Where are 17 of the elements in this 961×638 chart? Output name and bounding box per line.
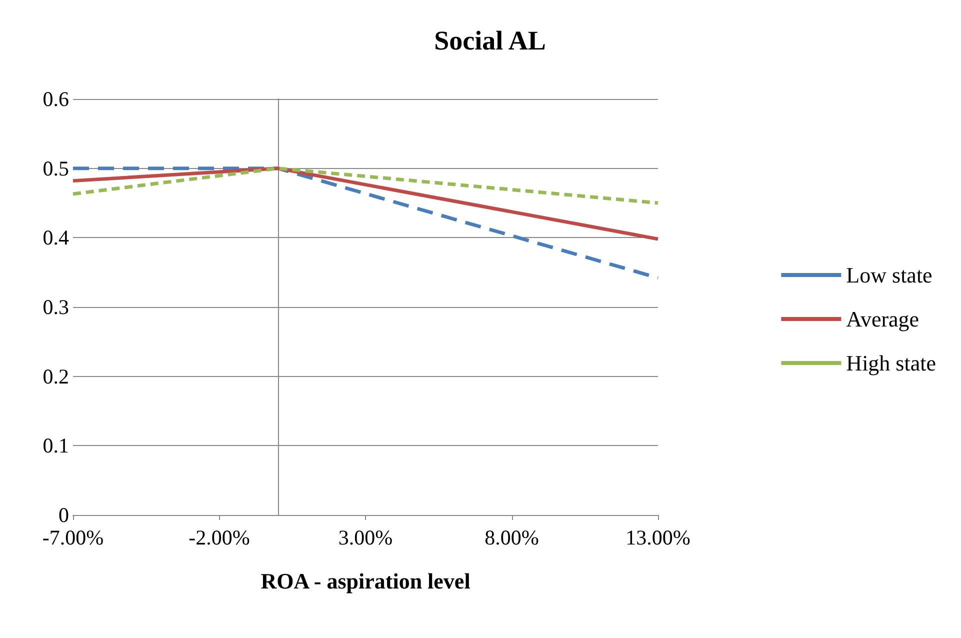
x-tick-label: 3.00%	[338, 526, 393, 550]
x-tick-label: 13.00%	[626, 526, 690, 550]
legend-label: Average	[846, 306, 920, 332]
legend-label: Low state	[846, 262, 932, 288]
y-tick-label: 0.5	[42, 156, 69, 180]
y-tick-label: 0.6	[42, 87, 69, 111]
y-tick-label: 0.1	[42, 434, 69, 458]
y-tick-label: 0	[58, 503, 69, 527]
x-tick-label: -7.00%	[42, 526, 104, 550]
x-tick-label: 8.00%	[484, 526, 539, 550]
x-tick-label: -2.00%	[188, 526, 250, 550]
y-tick-label: 0.2	[42, 364, 69, 388]
legend-label: High state	[846, 350, 936, 376]
y-tick-label: 0.4	[42, 226, 70, 250]
x-axis-title: ROA - aspiration level	[260, 568, 470, 594]
y-tick-label: 0.3	[42, 295, 69, 319]
chart-title: Social AL	[434, 26, 546, 56]
